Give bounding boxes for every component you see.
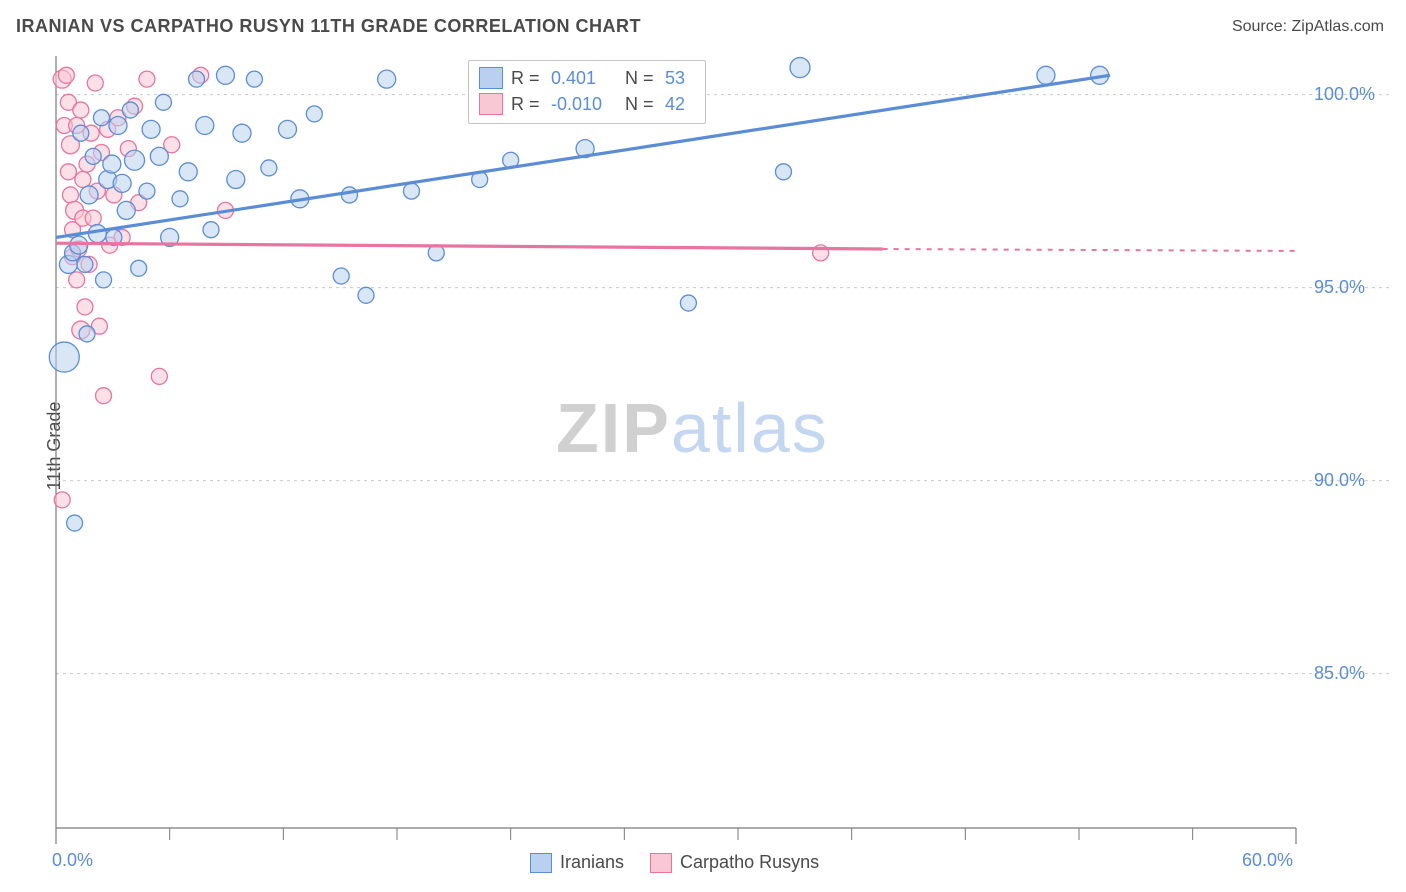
series-legend-item: Carpatho Rusyns — [650, 852, 819, 873]
legend-row: R = -0.010 N = 42 — [479, 91, 695, 117]
y-tick-label: 85.0% — [1314, 663, 1365, 684]
x-tick-label: 0.0% — [52, 850, 93, 871]
r-value: 0.401 — [551, 68, 617, 89]
n-value: 53 — [665, 68, 695, 89]
n-label: N = — [625, 68, 657, 89]
n-value: 42 — [665, 94, 695, 115]
r-label: R = — [511, 94, 543, 115]
y-tick-label: 95.0% — [1314, 277, 1365, 298]
legend-swatch — [479, 93, 503, 115]
y-tick-label: 90.0% — [1314, 470, 1365, 491]
legend-swatch — [650, 853, 672, 873]
legend-swatch — [530, 853, 552, 873]
legend-row: R = 0.401 N = 53 — [479, 65, 695, 91]
scatter-chart — [0, 0, 1406, 892]
series-label: Carpatho Rusyns — [680, 852, 819, 873]
correlation-legend: R = 0.401 N = 53 R = -0.010 N = 42 — [468, 60, 706, 124]
x-tick-label: 60.0% — [1242, 850, 1293, 871]
y-tick-label: 100.0% — [1314, 84, 1375, 105]
series-legend: Iranians Carpatho Rusyns — [530, 852, 819, 873]
series-legend-item: Iranians — [530, 852, 624, 873]
n-label: N = — [625, 94, 657, 115]
r-value: -0.010 — [551, 94, 617, 115]
series-label: Iranians — [560, 852, 624, 873]
r-label: R = — [511, 68, 543, 89]
legend-swatch — [479, 67, 503, 89]
